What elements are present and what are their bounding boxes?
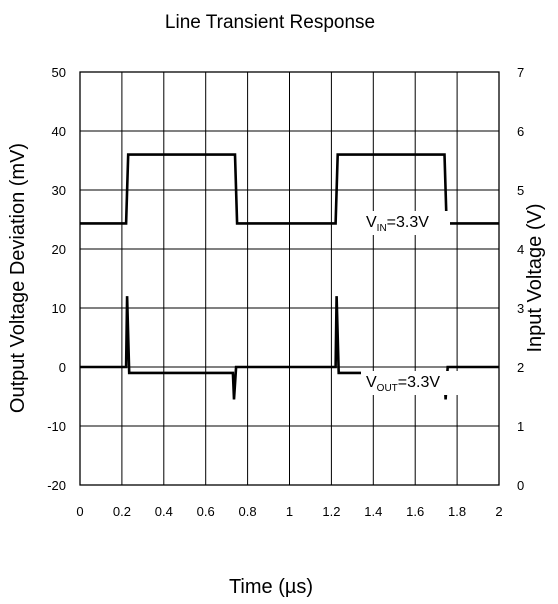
x-tick-label: 0.6 (197, 504, 215, 519)
x-tick-label: 0.2 (113, 504, 131, 519)
grid (80, 72, 499, 485)
y-tick-label: 20 (52, 242, 66, 257)
y2-tick-label: 5 (517, 183, 524, 198)
x-tick-label: 1.6 (406, 504, 424, 519)
y2-tick-label: 3 (517, 301, 524, 316)
y-tick-label: 10 (52, 301, 66, 316)
chart-title: Line Transient Response (165, 12, 375, 33)
x-tick-label: 0.4 (155, 504, 173, 519)
vout-label: VOUT=3.3V (366, 374, 440, 394)
x-tick-labels: 0 0.2 0.4 0.6 0.8 1 1.2 1.4 1.6 1.8 2 (76, 504, 502, 519)
y-tick-label: -20 (47, 478, 66, 493)
x-tick-label: 1 (286, 504, 293, 519)
y2-tick-label: 2 (517, 360, 524, 375)
x-tick-label: 1.4 (364, 504, 382, 519)
x-tick-label: 1.2 (322, 504, 340, 519)
y2-tick-label: 7 (517, 65, 524, 80)
y-tick-label: 30 (52, 183, 66, 198)
x-tick-label: 2 (495, 504, 502, 519)
vout-label-bg (361, 371, 461, 395)
y2-tick-labels: 7 6 5 4 3 2 1 0 (517, 65, 524, 493)
y-tick-labels: 50 40 30 20 10 0 -10 -20 (47, 65, 66, 493)
vin-label: VIN=3.3V (366, 214, 429, 234)
x-tick-label: 1.8 (448, 504, 466, 519)
y-axis-label: Output Voltage Deviation (mV) (7, 143, 29, 413)
y2-tick-label: 6 (517, 124, 524, 139)
x-tick-label: 0 (76, 504, 83, 519)
x-tick-label: 0.8 (239, 504, 257, 519)
y-tick-label: 40 (52, 124, 66, 139)
vin-label-bg (355, 211, 450, 235)
y2-axis-label: Input Voltage (V) (524, 204, 546, 353)
x-axis-label: Time (µs) (229, 576, 313, 598)
y2-tick-label: 0 (517, 478, 524, 493)
plot-frame (79, 71, 500, 486)
y2-tick-label: 1 (517, 419, 524, 434)
y-tick-label: -10 (47, 419, 66, 434)
y2-tick-label: 4 (517, 242, 524, 257)
y-tick-label: 50 (52, 65, 66, 80)
y-tick-label: 0 (59, 360, 66, 375)
series-line-vin (80, 153, 499, 225)
